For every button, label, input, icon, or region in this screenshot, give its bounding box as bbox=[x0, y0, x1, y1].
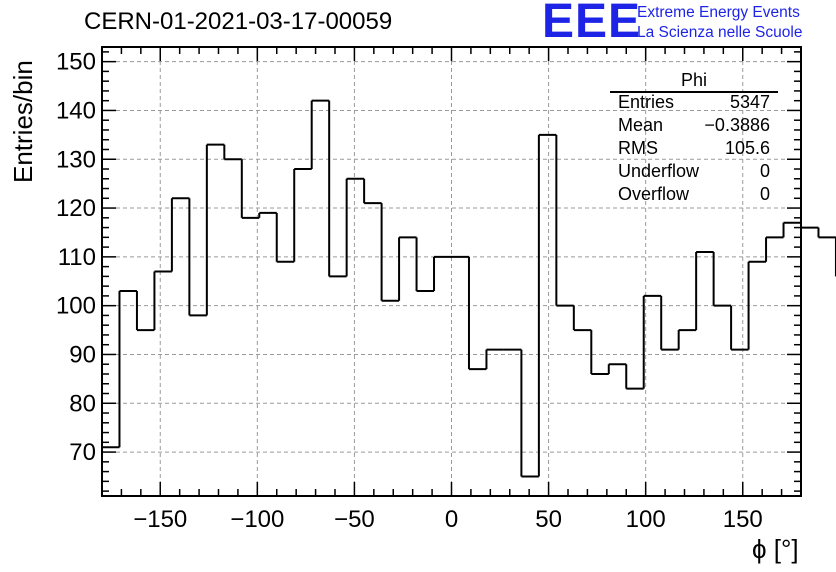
x-tick-label: 50 bbox=[535, 506, 562, 533]
stats-row-rms: RMS 105.6 bbox=[618, 138, 778, 160]
y-tick-label: 140 bbox=[56, 97, 96, 124]
stats-key: Mean bbox=[618, 115, 664, 135]
eee-logo-text: Extreme Energy Events La Scienza nelle S… bbox=[637, 3, 802, 43]
y-tick-label: 90 bbox=[69, 341, 96, 368]
y-tick-label: 150 bbox=[56, 49, 96, 76]
y-tick-label: 130 bbox=[56, 146, 96, 173]
chart-title: CERN-01-2021-03-17-00059 bbox=[84, 8, 393, 35]
stats-key: Entries bbox=[618, 92, 675, 112]
x-axis-title: ϕ [°] bbox=[752, 534, 799, 564]
x-tick-label: −100 bbox=[230, 506, 284, 533]
y-tick-label: 70 bbox=[69, 439, 96, 466]
y-tick-label: 110 bbox=[58, 244, 96, 271]
y-tick-label: 80 bbox=[69, 390, 96, 417]
stats-value: 0 bbox=[759, 161, 770, 181]
stats-key: Overflow bbox=[618, 184, 690, 204]
x-tick-label: 150 bbox=[723, 506, 763, 533]
stats-value: 5347 bbox=[729, 92, 770, 112]
stats-value: 105.6 bbox=[724, 138, 770, 158]
x-tick-label: 100 bbox=[626, 506, 666, 533]
stats-row-mean: Mean −0.3886 bbox=[618, 115, 778, 137]
stats-value: 0 bbox=[759, 184, 770, 204]
stats-key: RMS bbox=[618, 138, 658, 158]
stats-histogram-name: Phi bbox=[680, 70, 707, 90]
x-tick-label: −50 bbox=[334, 506, 375, 533]
logo-line-1: Extreme Energy Events bbox=[637, 4, 800, 21]
stats-row-underflow: Underflow 0 bbox=[618, 161, 778, 183]
y-tick-label: 100 bbox=[56, 293, 96, 320]
stats-row-overflow: Overflow 0 bbox=[618, 184, 778, 206]
stats-value: −0.3886 bbox=[704, 115, 770, 135]
x-tick-label: −150 bbox=[133, 506, 187, 533]
y-tick-label: 120 bbox=[56, 195, 96, 222]
stats-key: Underflow bbox=[618, 161, 700, 181]
stats-row-entries: Entries 5347 bbox=[618, 92, 778, 114]
y-axis-title: Entries/bin bbox=[8, 60, 38, 183]
eee-logo: EEE bbox=[542, 0, 642, 48]
stats-divider bbox=[610, 91, 778, 93]
x-tick-label: 0 bbox=[445, 506, 458, 533]
logo-line-2: La Scienza nelle Scuole bbox=[637, 24, 803, 41]
